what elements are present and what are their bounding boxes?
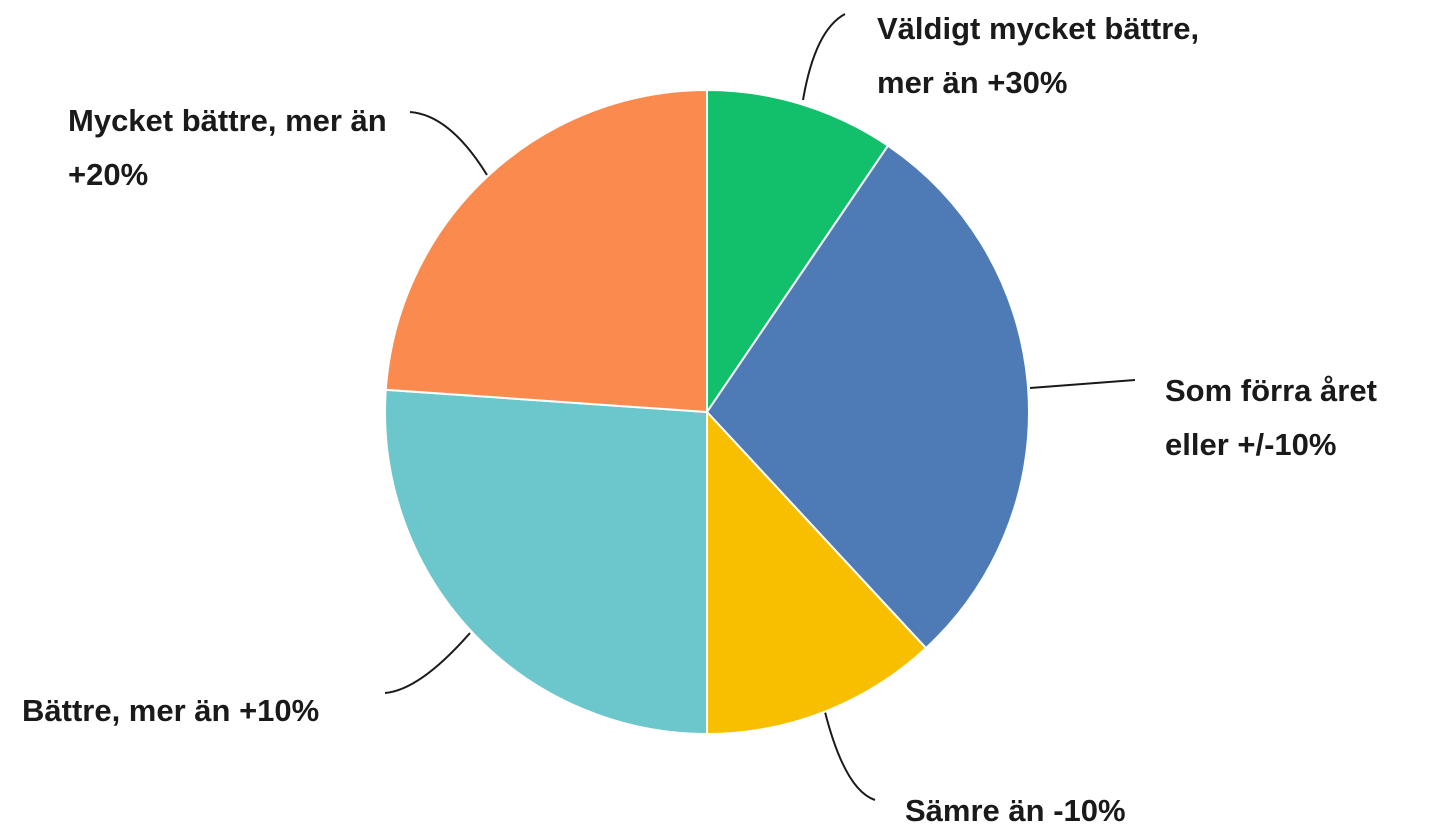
slice-label: Mycket bättre, mer än +20% xyxy=(68,103,387,192)
pie-slice xyxy=(706,88,890,416)
leader-lines xyxy=(384,13,1136,801)
pie-slice xyxy=(706,409,928,736)
leader-line xyxy=(1029,379,1136,389)
pie-slice xyxy=(384,388,708,736)
leader-line xyxy=(384,632,471,694)
leader-line xyxy=(409,111,488,176)
slice-label: Bättre, mer än +10% xyxy=(22,693,320,728)
slice-label: Väldigt mycket bättre, mer än +30% xyxy=(877,11,1200,100)
leader-line xyxy=(824,711,876,801)
slice-label: Som förra året eller +/-10% xyxy=(1165,373,1377,462)
slice-label: Sämre än -10% xyxy=(905,793,1126,828)
leader-line xyxy=(802,13,846,101)
pie-slice xyxy=(705,144,1030,650)
slices xyxy=(384,88,1030,736)
pie-slice xyxy=(384,88,708,414)
